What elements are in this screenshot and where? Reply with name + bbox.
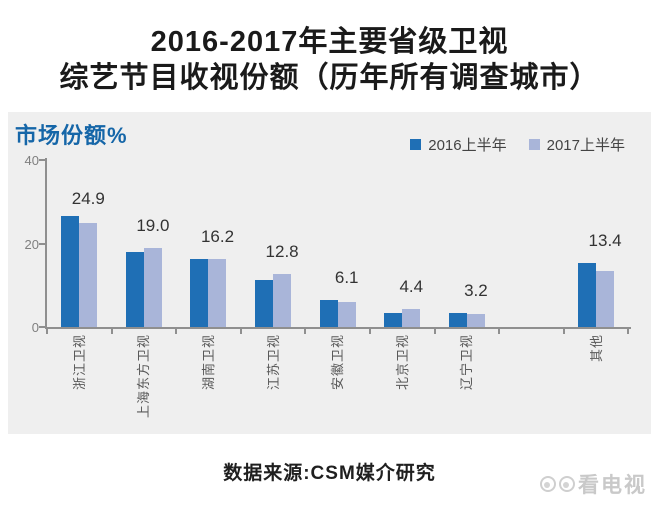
x-category-label-湖南卫视: 湖南卫视 bbox=[201, 334, 216, 391]
x-tick bbox=[110, 329, 113, 334]
page-title-line1: 2016-2017年主要省级卫视 bbox=[150, 26, 509, 58]
watermark-logo: 看电视 bbox=[540, 469, 647, 499]
bar-group-安徽卫视: 6.1 bbox=[305, 160, 370, 327]
legend-label-2017: 2017上半年 bbox=[546, 137, 625, 154]
bar-group-其他: 13.4 bbox=[564, 160, 629, 327]
bar-2016上半年-北京卫视 bbox=[384, 313, 403, 327]
page-title: 2016-2017年主要省级卫视 综艺节目收视份额（历年所有调查城市） bbox=[0, 24, 659, 96]
bar-group-浙江卫视: 24.9 bbox=[47, 160, 112, 327]
x-tick bbox=[46, 329, 48, 334]
x-tick bbox=[498, 329, 501, 334]
bar-2016上半年-江苏卫视 bbox=[255, 280, 274, 327]
bar-2017上半年-安徽卫视 bbox=[337, 301, 356, 327]
bar-2016上半年-湖南卫视 bbox=[190, 258, 209, 327]
bar-2016上半年-上海东方卫视 bbox=[125, 252, 144, 327]
chart-panel: 市场份额% 2016上半年 2017上半年 0 20 40 24.9 浙江卫视 19.0 上… bbox=[8, 112, 651, 434]
bar-2017上半年-其他 bbox=[596, 271, 615, 327]
x-category-label-安徽卫视: 安徽卫视 bbox=[330, 334, 346, 391]
bar-2017上半年-浙江卫视 bbox=[79, 223, 98, 327]
plot-area: 0 20 40 24.9 浙江卫视 19.0 上海东方卫视 16.2 湖南卫视 12.8 江苏卫视 6… bbox=[8, 112, 651, 434]
x-category-label-江苏卫视: 江苏卫视 bbox=[265, 334, 281, 391]
x-tick bbox=[175, 329, 178, 334]
data-label-江苏卫视: 12.8 bbox=[265, 241, 299, 261]
chart-legend: 2016上半年 2017上半年 bbox=[410, 134, 625, 155]
data-label-其他: 13.4 bbox=[588, 231, 622, 251]
bar-2017上半年-上海东方卫视 bbox=[143, 247, 162, 327]
x-tick bbox=[433, 329, 436, 334]
y-tick bbox=[39, 326, 46, 328]
y-tick bbox=[39, 242, 46, 245]
watermark-text: 看电视 bbox=[578, 474, 647, 497]
bar-2016上半年-其他 bbox=[578, 263, 597, 327]
y-tick bbox=[39, 159, 46, 161]
bar-2017上半年-江苏卫视 bbox=[273, 273, 292, 327]
x-tick bbox=[562, 329, 565, 334]
bar-group-上海东方卫视: 19.0 bbox=[112, 160, 177, 327]
x-tick bbox=[239, 329, 242, 334]
data-label-浙江卫视: 24.9 bbox=[71, 188, 105, 208]
x-tick bbox=[369, 329, 371, 334]
watermark-eye-icon bbox=[559, 476, 575, 492]
data-source-text: 数据来源:CSM媒介研究 bbox=[223, 463, 436, 484]
x-tick bbox=[304, 329, 307, 334]
bar-2016上半年-安徽卫视 bbox=[319, 300, 338, 327]
data-label-辽宁卫视: 3.2 bbox=[464, 280, 488, 300]
page-title-line2: 综艺节目收视份额（历年所有调查城市） bbox=[59, 62, 600, 94]
bar-group-辽宁卫视: 3.2 bbox=[435, 160, 500, 327]
x-category-label-辽宁卫视: 辽宁卫视 bbox=[459, 334, 475, 391]
legend-swatch-2017-icon bbox=[528, 139, 540, 150]
data-label-湖南卫视: 16.2 bbox=[200, 226, 235, 246]
x-category-label-上海东方卫视: 上海东方卫视 bbox=[136, 334, 152, 419]
x-category-label-浙江卫视: 浙江卫视 bbox=[71, 334, 87, 391]
data-label-上海东方卫视: 19.0 bbox=[136, 215, 170, 235]
watermark-eye-icon bbox=[540, 476, 556, 492]
data-label-北京卫视: 4.4 bbox=[399, 276, 424, 296]
y-tick-label: 40 bbox=[24, 153, 39, 168]
bar-2017上半年-湖南卫视 bbox=[208, 259, 227, 327]
bar-group-湖南卫视: 16.2 bbox=[176, 160, 241, 327]
x-tick bbox=[627, 329, 630, 334]
legend-item-2016: 2016上半年 bbox=[410, 134, 507, 155]
y-tick-label: 20 bbox=[24, 236, 39, 252]
x-category-label-其他: 其他 bbox=[588, 334, 604, 363]
bar-2017上半年-辽宁卫视 bbox=[466, 313, 485, 327]
x-category-label-北京卫视: 北京卫视 bbox=[394, 334, 410, 391]
bar-2016上半年-浙江卫视 bbox=[61, 215, 80, 327]
legend-item-2017: 2017上半年 bbox=[528, 134, 625, 155]
legend-label-2016: 2016上半年 bbox=[428, 137, 507, 154]
x-axis-line bbox=[45, 327, 631, 329]
bar-2016上半年-辽宁卫视 bbox=[448, 312, 467, 327]
data-label-安徽卫视: 6.1 bbox=[334, 268, 359, 288]
y-tick-label: 0 bbox=[31, 320, 39, 335]
axis-title-market-share: 市场份额% bbox=[15, 123, 128, 148]
bar-group-empty bbox=[499, 160, 564, 327]
bar-group-北京卫视: 4.4 bbox=[370, 160, 435, 327]
y-axis-line bbox=[45, 158, 47, 329]
legend-swatch-2016-icon bbox=[410, 139, 422, 150]
bar-2017上半年-北京卫视 bbox=[402, 308, 421, 327]
bar-group-江苏卫视: 12.8 bbox=[241, 160, 306, 327]
